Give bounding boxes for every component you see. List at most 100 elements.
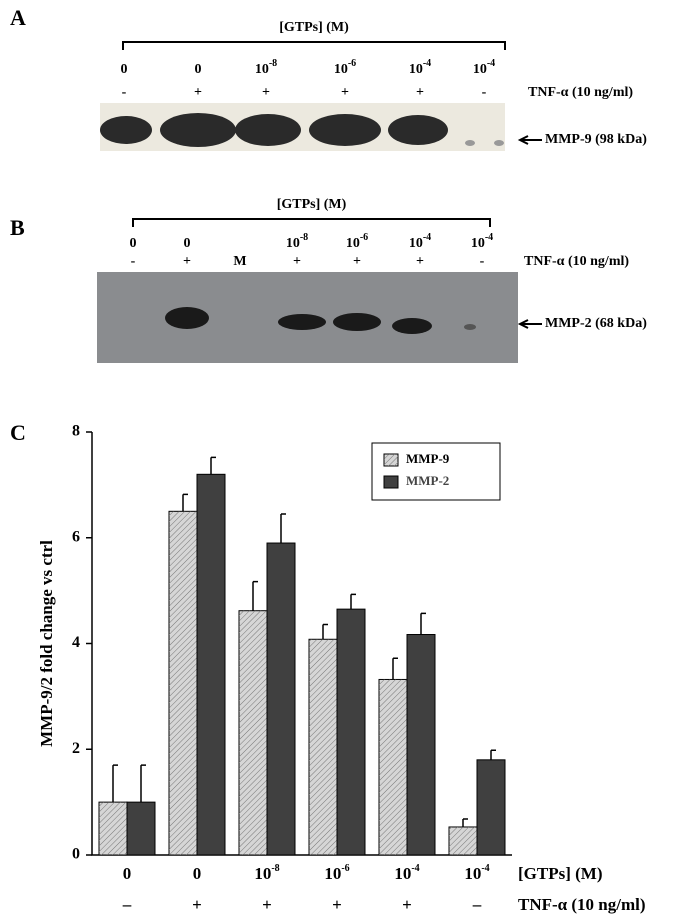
lane-concentration: 10-4: [409, 232, 431, 251]
bracket: [132, 218, 491, 227]
x-tick-label: 10-4: [394, 863, 419, 883]
lane-concentration: 10-6: [346, 232, 368, 251]
superscript: -4: [411, 863, 419, 874]
x-tick-label: 10-6: [324, 863, 349, 883]
lane-concentration: 0: [130, 236, 137, 251]
panel-label: A: [10, 5, 26, 30]
panel-label: C: [10, 420, 26, 445]
bar: [126, 801, 156, 856]
treatment-label: +: [192, 895, 202, 914]
bands-a: [100, 113, 504, 147]
lane-tnf: -: [482, 85, 487, 100]
lane-concentration: 10-8: [255, 58, 277, 77]
superscript: -8: [271, 863, 279, 874]
y-tick-label: 0: [72, 846, 80, 863]
y-tick-label: 8: [72, 423, 80, 440]
lane-tnf: +: [416, 85, 424, 100]
error-bar: [182, 493, 188, 512]
lane-concentration: 0: [195, 62, 202, 77]
superscript: -8: [269, 58, 277, 69]
lane-tnf: +: [341, 85, 349, 100]
x-tick-label: 10-4: [464, 863, 489, 883]
bar: [196, 473, 226, 856]
x-row-label: [GTPs] (M): [518, 864, 603, 883]
x-tick-label: 0: [193, 864, 202, 883]
error-bar: [490, 749, 496, 760]
lane-concentration: 0: [121, 62, 128, 77]
bands-b: [165, 307, 476, 334]
superscript: -6: [341, 863, 349, 874]
lane-tnf: -: [480, 254, 485, 269]
superscript: -8: [300, 232, 308, 243]
arrow: [517, 135, 542, 145]
treatment-label: –: [122, 895, 132, 914]
error-bar: [140, 764, 146, 803]
legend-label: MMP-2: [406, 473, 449, 488]
treatment-row-label: TNF-α (10 ng/ml): [518, 895, 646, 914]
treatment-label: +: [332, 895, 342, 914]
superscript: -4: [423, 232, 431, 243]
error-bar: [280, 513, 286, 544]
superscript: -6: [360, 232, 368, 243]
lane-concentration: 10-8: [286, 232, 308, 251]
lane-tnf: +: [194, 85, 202, 100]
legend-hatch: [384, 454, 398, 466]
tnf-label: TNF-α (10 ng/ml): [524, 254, 629, 269]
superscript: -6: [348, 58, 356, 69]
lane-concentration: 10-4: [409, 58, 431, 77]
lane-tnf: +: [353, 254, 361, 269]
bar: [336, 608, 366, 856]
lane-tnf: +: [416, 254, 424, 269]
y-tick-label: 2: [72, 740, 80, 757]
band-label: MMP-2 (68 kDa): [545, 316, 647, 331]
bar-hatch: [169, 511, 197, 855]
y-axis-label: MMP-9/2 fold change vs ctrl: [37, 540, 56, 747]
legend-label: MMP-9: [406, 451, 450, 466]
error-bar: [350, 593, 356, 610]
x-tick-label: 0: [123, 864, 132, 883]
bar-hatch: [379, 679, 407, 855]
lane-concentration: 10-6: [334, 58, 356, 77]
band-label: MMP-9 (98 kDa): [545, 132, 647, 147]
bar: [476, 759, 506, 856]
bar-hatch: [309, 639, 337, 855]
lane-concentration: 10-4: [473, 58, 495, 77]
error-bar: [322, 623, 328, 640]
bar-hatch: [239, 610, 267, 855]
y-tick-label: 6: [72, 528, 80, 545]
bar: [266, 542, 296, 856]
error-bar: [210, 456, 216, 475]
error-bar: [462, 818, 468, 827]
lane-concentration: 0: [184, 236, 191, 251]
lane-tnf: -: [122, 85, 127, 100]
bracket: [122, 41, 506, 50]
panel-label: B: [10, 215, 25, 240]
treatment-label: +: [402, 895, 412, 914]
lane-tnf: +: [262, 85, 270, 100]
bar-hatch: [449, 826, 477, 855]
superscript: -4: [481, 863, 489, 874]
x-tick-label: 10-8: [254, 863, 279, 883]
bar: [406, 634, 436, 856]
bracket-title: [GTPs] (M): [277, 197, 347, 212]
superscript: -4: [485, 232, 493, 243]
lane-tnf: -: [131, 254, 136, 269]
bar-hatch: [99, 802, 127, 855]
legend-swatch: [383, 475, 399, 489]
error-bar: [112, 764, 118, 803]
error-bar: [252, 580, 258, 611]
y-tick-label: 4: [72, 634, 80, 651]
lane-tnf: M: [233, 254, 246, 269]
treatment-label: +: [262, 895, 272, 914]
superscript: -4: [423, 58, 431, 69]
treatment-label: –: [472, 895, 482, 914]
error-bar: [420, 612, 426, 635]
lane-tnf: +: [183, 254, 191, 269]
superscript: -4: [487, 58, 495, 69]
arrow: [517, 319, 542, 329]
error-bar: [392, 657, 398, 680]
tnf-label: TNF-α (10 ng/ml): [528, 85, 633, 100]
lane-concentration: 10-4: [471, 232, 493, 251]
lane-tnf: +: [293, 254, 301, 269]
